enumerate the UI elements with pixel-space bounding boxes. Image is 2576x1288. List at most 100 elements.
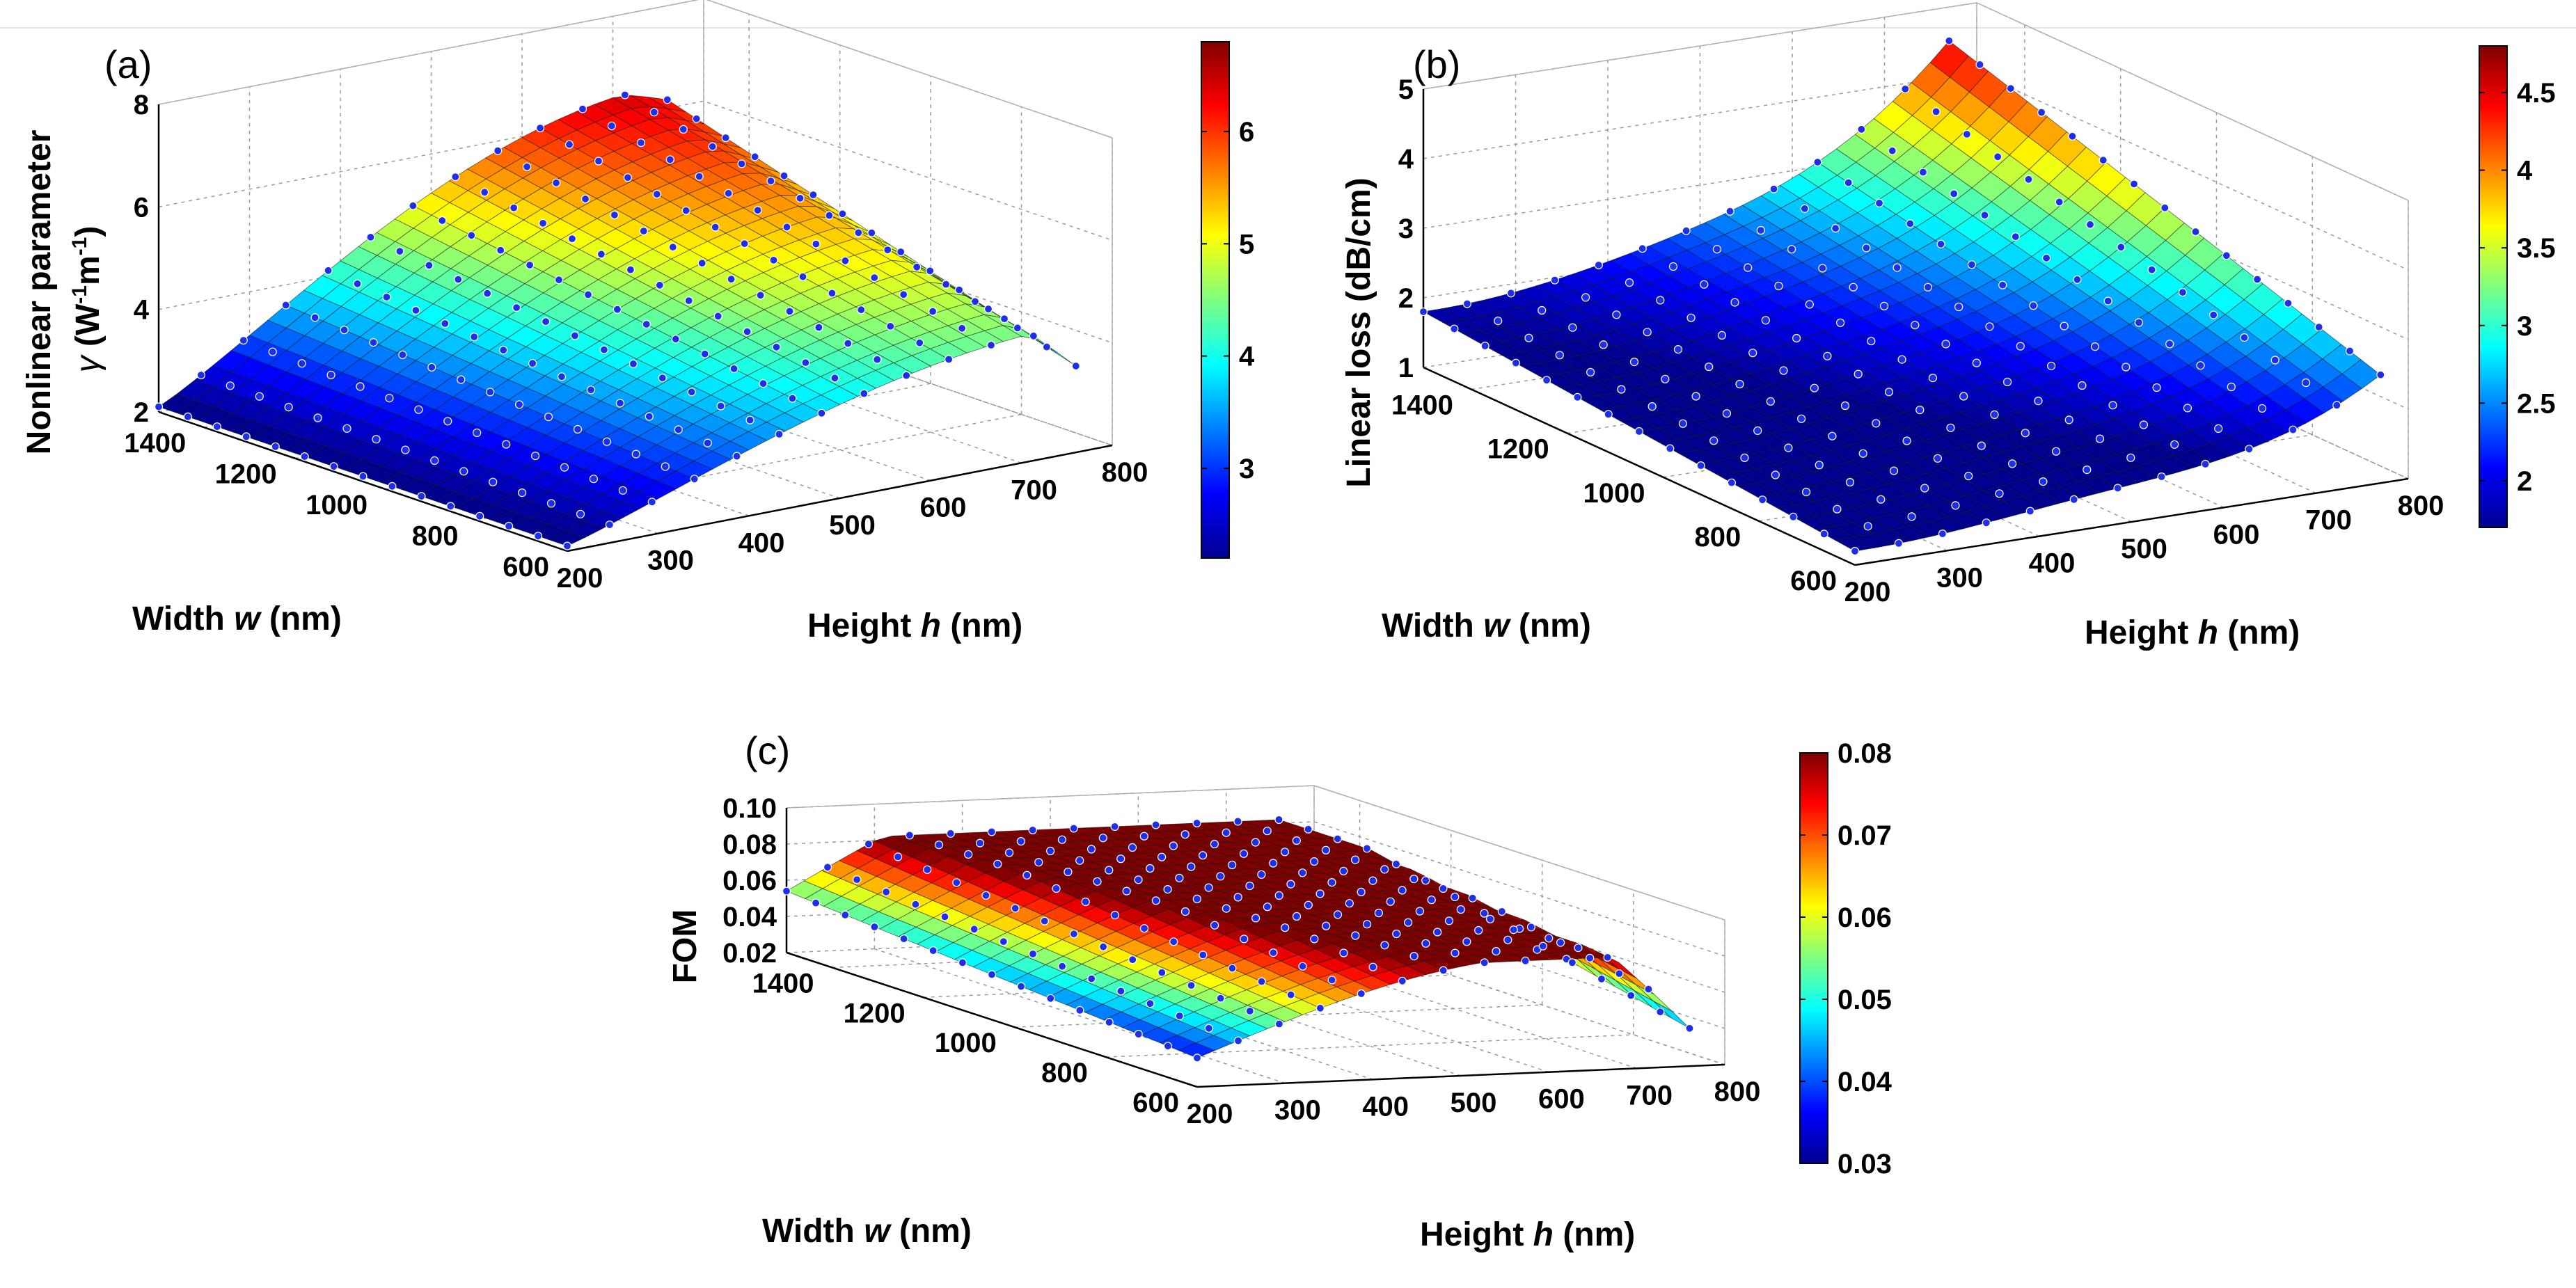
data-point — [1568, 323, 1577, 332]
data-point — [1862, 244, 1871, 253]
data-point — [533, 532, 543, 541]
data-point — [1046, 994, 1055, 1003]
data-point — [1769, 184, 1778, 193]
data-point — [2025, 507, 2034, 516]
data-point — [1735, 379, 1744, 389]
data-point — [2270, 356, 2279, 365]
data-point — [2178, 288, 2187, 297]
data-point — [2011, 232, 2020, 241]
data-markers — [154, 90, 1080, 550]
data-point — [830, 374, 839, 383]
data-point — [1574, 943, 1583, 953]
data-point — [388, 482, 397, 491]
panel-label: (a) — [104, 42, 152, 86]
data-point — [1098, 942, 1108, 951]
data-point — [1625, 278, 1634, 287]
data-point — [1105, 866, 1114, 875]
z-tick-label: 5 — [1398, 74, 1414, 105]
data-point — [1511, 358, 1520, 367]
data-point — [1503, 935, 1512, 944]
data-point — [857, 305, 866, 315]
data-point — [958, 958, 967, 967]
data-point — [2191, 227, 2200, 237]
data-point — [1933, 454, 1942, 463]
data-point — [1192, 894, 1201, 904]
width-tick-label: 1400 — [124, 428, 186, 459]
data-point — [470, 333, 479, 342]
data-point — [1998, 280, 2007, 289]
x-axis-label: Width w (nm) — [132, 601, 342, 637]
data-point — [2139, 420, 2148, 429]
data-point — [1682, 226, 1691, 235]
data-point — [1210, 839, 1219, 849]
axis-line — [1196, 1063, 1725, 1088]
data-point — [297, 359, 306, 368]
data-point — [1151, 820, 1160, 829]
colorbar-gradient — [1799, 752, 1828, 1164]
data-point — [1034, 858, 1043, 867]
data-point — [567, 234, 577, 244]
data-point — [2024, 175, 2033, 184]
colorbar-tick-label: 3.5 — [2517, 233, 2556, 264]
data-point — [1427, 896, 1436, 905]
data-point — [2108, 401, 2117, 410]
data-point — [1946, 423, 1955, 432]
data-point — [2099, 156, 2108, 165]
data-point — [255, 392, 264, 401]
data-point — [1274, 1019, 1284, 1028]
axis-labels: (a) Width w (nm) Height h (nm) Nonlinear pa… — [21, 42, 1022, 644]
y-axis-label: Height h (nm) — [2085, 614, 2300, 651]
data-point — [1315, 889, 1325, 898]
data-point — [703, 438, 712, 447]
data-point — [1521, 956, 1530, 966]
data-point — [2332, 401, 2341, 410]
data-point — [427, 363, 436, 372]
data-point — [1198, 851, 1208, 860]
data-point — [1725, 207, 1735, 216]
data-point — [2055, 198, 2064, 207]
data-point — [1638, 244, 1647, 253]
data-point — [226, 381, 235, 390]
data-point — [2060, 321, 2069, 331]
data-point — [1398, 976, 1407, 985]
data-point — [615, 399, 625, 408]
data-point — [1480, 342, 1490, 351]
data-point — [1813, 157, 1822, 167]
data-point — [1526, 923, 1535, 932]
data-point — [729, 364, 738, 374]
data-point — [2121, 363, 2131, 372]
data-point — [1187, 862, 1196, 871]
data-point — [1854, 369, 1863, 379]
data-point — [626, 265, 635, 274]
height-tick-label: 400 — [738, 527, 785, 558]
data-point — [459, 467, 468, 476]
data-point — [509, 203, 519, 212]
data-point — [1042, 342, 1052, 351]
data-point — [1810, 383, 1819, 392]
data-point — [2147, 265, 2156, 274]
data-point — [1627, 991, 1636, 1000]
data-point — [1985, 322, 1994, 331]
data-point — [2021, 429, 2030, 438]
data-point — [1222, 828, 1231, 837]
data-point — [1462, 299, 1471, 308]
data-point — [1011, 904, 1020, 913]
data-point — [1758, 495, 1767, 504]
data-point — [1175, 1011, 1184, 1021]
data-point — [610, 210, 619, 219]
data-point — [1403, 918, 1413, 927]
data-point — [1647, 401, 1657, 411]
data-point — [1634, 427, 1644, 436]
data-point — [1872, 419, 1881, 428]
data-point — [1116, 854, 1125, 864]
data-point — [2258, 404, 2267, 413]
data-point — [2245, 445, 2254, 454]
axis-line — [1423, 366, 1856, 566]
data-point — [1222, 904, 1231, 913]
data-point — [1538, 305, 1547, 315]
data-point — [2214, 424, 2223, 434]
colorbar-gradient — [1201, 41, 1230, 559]
data-point — [838, 209, 847, 218]
data-point — [1374, 908, 1384, 918]
colorbar-tick-label: 2.5 — [2517, 388, 2556, 419]
